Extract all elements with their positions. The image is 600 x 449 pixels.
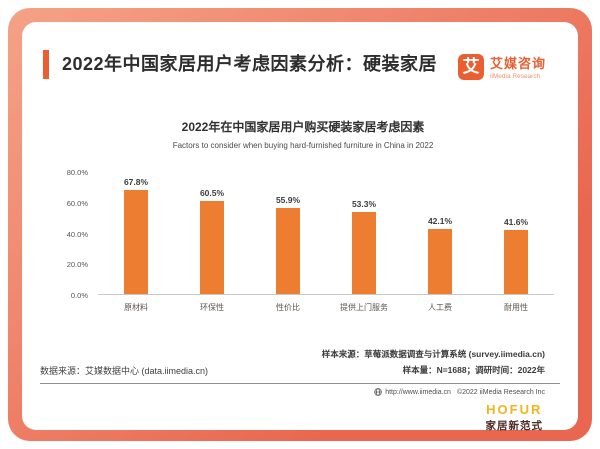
category-row: 原材料 环保性 性价比 提供上门服务 人工费 耐用性 <box>98 302 554 313</box>
site-url: http://www.iimedia.cn <box>385 388 451 396</box>
plot-wrap: 0.0% 20.0% 40.0% 60.0% 80.0% 67.8% 60.5% 55.9%… <box>60 168 554 313</box>
bar <box>200 200 224 294</box>
logo-text: 艾媒咨询 iiMedia Research <box>490 53 546 80</box>
iimedia-logo-icon: 艾 <box>457 53 484 80</box>
iimedia-logo: 艾 艾媒咨询 iiMedia Research <box>457 53 546 80</box>
category-label: 原材料 <box>124 303 148 312</box>
bar <box>428 229 452 294</box>
y-tick-label: 80.0% <box>66 168 88 177</box>
bar-column: 41.6% <box>478 217 554 294</box>
footer-divider <box>40 383 560 384</box>
plot-area: 67.8% 60.5% 55.9% 53.3% 42.1% 41.6% <box>98 172 554 295</box>
title-accent-bar <box>43 50 49 79</box>
y-tick-label: 40.0% <box>66 229 88 239</box>
hofur-tagline: 家居新范式 <box>485 420 543 432</box>
logo-name-cn: 艾媒咨询 <box>489 56 546 71</box>
bar <box>352 212 376 294</box>
bar <box>504 230 528 294</box>
sample-size: 样本量：N=1688；调研时间：2022年 <box>402 365 545 375</box>
bar-column: 42.1% <box>402 216 478 294</box>
bar-column: 67.8% <box>98 177 174 294</box>
copyright-text: ©2022 iiMedia Research Inc <box>456 388 545 396</box>
y-tick-label: 20.0% <box>66 260 88 270</box>
bar-value-label: 42.1% <box>427 216 453 227</box>
bar-value-label: 67.8% <box>123 176 149 187</box>
bar-chart: 2022年在中国家居用户购买硬装家居考虑因素 Factors to consid… <box>52 118 554 312</box>
bar-column: 55.9% <box>250 195 326 294</box>
bar-value-label: 60.5% <box>199 187 225 198</box>
category-label: 性价比 <box>276 303 300 312</box>
y-tick-label: 60.0% <box>66 198 88 208</box>
bar-column: 60.5% <box>174 188 250 294</box>
bar-value-label: 41.6% <box>503 217 529 228</box>
bar <box>276 208 300 294</box>
hofur-watermark: HOFUR 家居新范式 <box>486 402 544 433</box>
bar-value-label: 53.3% <box>351 199 377 210</box>
report-card: 2022年中国家居用户考虑因素分析：硬装家居 艾 艾媒咨询 iiMedia Re… <box>22 22 578 433</box>
bar <box>124 189 148 294</box>
chart-subtitle: Factors to consider when buying hard-fur… <box>172 141 434 150</box>
category-label: 人工费 <box>428 303 452 312</box>
footer-url-row: http://www.iimedia.cn ©2022 iiMedia Rese… <box>374 388 545 396</box>
page-title: 2022年中国家居用户考虑因素分析：硬装家居 <box>62 54 438 74</box>
bar-value-label: 55.9% <box>275 195 301 206</box>
data-source: 数据来源：艾媒数据中心 (data.iimedia.cn) <box>40 366 209 376</box>
hofur-name: HOFUR <box>486 402 543 417</box>
globe-icon <box>374 388 382 396</box>
header: 2022年中国家居用户考虑因素分析：硬装家居 艾 艾媒咨询 iiMedia Re… <box>43 49 558 80</box>
category-label: 环保性 <box>200 303 224 312</box>
category-label: 耐用性 <box>504 303 528 312</box>
logo-name-en: iiMedia Research <box>489 73 541 80</box>
category-label: 提供上门服务 <box>340 303 388 312</box>
bar-column: 53.3% <box>326 199 402 294</box>
sample-info: 样本来源：草莓派数据调查与计算系统 (survey.iimedia.cn) 样本… <box>322 346 545 378</box>
chart-title: 2022年在中国家居用户购买硬装家居考虑因素 <box>181 120 425 134</box>
y-tick-label: 0.0% <box>70 291 88 300</box>
sample-source: 样本来源：草莓派数据调查与计算系统 (survey.iimedia.cn) <box>321 349 545 359</box>
y-axis: 0.0% 20.0% 40.0% 60.0% 80.0% <box>60 168 88 300</box>
